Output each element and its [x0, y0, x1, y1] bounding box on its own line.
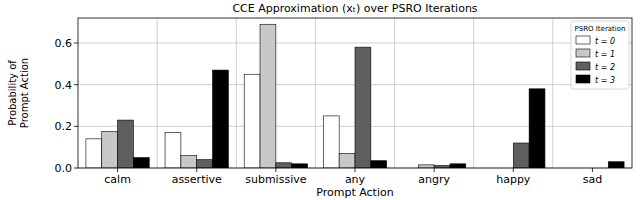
y-tick-label: 0.4	[55, 79, 73, 92]
x-tick-label: assertive	[172, 173, 222, 186]
legend-label: t = 2	[595, 63, 615, 72]
chart-container: 0.0 0.2 0.4 0.6 calm assertive submissive any an…	[0, 0, 640, 200]
bar	[418, 165, 434, 168]
legend-title: PSRO Iteration	[575, 25, 626, 33]
bar	[165, 133, 181, 168]
group-separator	[157, 18, 158, 168]
y-tick	[74, 168, 78, 169]
x-axis: calm assertive submissive any angry happy sad	[104, 168, 602, 186]
y-tick	[74, 84, 78, 85]
bar	[276, 163, 292, 168]
bar	[244, 74, 260, 168]
bar	[133, 158, 149, 168]
group-separator	[473, 18, 474, 168]
y-axis-label: Probability ofPrompt Action	[7, 58, 30, 128]
x-tick-label: calm	[104, 173, 131, 186]
bar	[102, 132, 118, 168]
group-separator	[552, 18, 553, 168]
legend: PSRO Iteration t = 0 t = 1 t = 2 t = 3	[571, 21, 629, 89]
bar	[450, 164, 466, 168]
chart-svg: 0.0 0.2 0.4 0.6 calm assertive submissive any an…	[0, 0, 640, 200]
grid-line	[78, 43, 632, 44]
y-tick-label: 0.6	[55, 37, 73, 50]
bar	[86, 139, 102, 168]
x-tick	[592, 168, 593, 172]
y-tick	[74, 126, 78, 127]
legend-swatch	[576, 36, 590, 44]
bar	[197, 160, 213, 168]
bar	[260, 24, 276, 168]
x-tick	[275, 168, 276, 172]
bar	[339, 153, 355, 168]
bar	[118, 120, 134, 168]
x-tick	[117, 168, 118, 172]
x-tick	[196, 168, 197, 172]
bar	[513, 143, 529, 168]
x-tick-label: happy	[496, 173, 531, 186]
y-tick-label: 0.0	[55, 162, 73, 175]
bar	[355, 47, 371, 168]
plot-frame	[78, 18, 632, 168]
legend-swatch	[576, 62, 590, 70]
y-axis-label-line: Prompt Action	[19, 58, 30, 128]
bar	[323, 116, 339, 168]
x-tick-label: any	[345, 173, 366, 186]
bars	[86, 24, 624, 168]
group-separator	[236, 18, 237, 168]
bar	[608, 162, 624, 168]
bar	[292, 164, 308, 168]
x-tick	[513, 168, 514, 172]
x-tick-label: angry	[418, 173, 450, 186]
legend-label: t = 0	[595, 37, 615, 46]
group-separator	[315, 18, 316, 168]
legend-swatch	[576, 49, 590, 57]
group-separator	[394, 18, 395, 168]
x-tick-label: submissive	[245, 173, 306, 186]
bar	[181, 156, 197, 169]
y-tick	[74, 43, 78, 44]
x-tick	[434, 168, 435, 172]
y-tick-label: 0.2	[55, 120, 73, 133]
title: CCE Approximation (xₜ) over PSRO Iterati…	[232, 2, 477, 15]
y-axis: 0.0 0.2 0.4 0.6	[55, 37, 79, 175]
bar	[371, 161, 387, 168]
x-tick-label: sad	[583, 173, 602, 186]
bar	[213, 70, 229, 168]
legend-box	[571, 21, 629, 89]
grid	[78, 18, 632, 168]
legend-label: t = 1	[595, 50, 615, 59]
legend-swatch	[576, 75, 590, 83]
bar	[529, 89, 545, 168]
y-axis-label-line: Probability of	[7, 60, 18, 126]
legend-label: t = 3	[595, 76, 615, 85]
x-axis-label: Prompt Action	[316, 186, 393, 199]
x-tick	[355, 168, 356, 172]
